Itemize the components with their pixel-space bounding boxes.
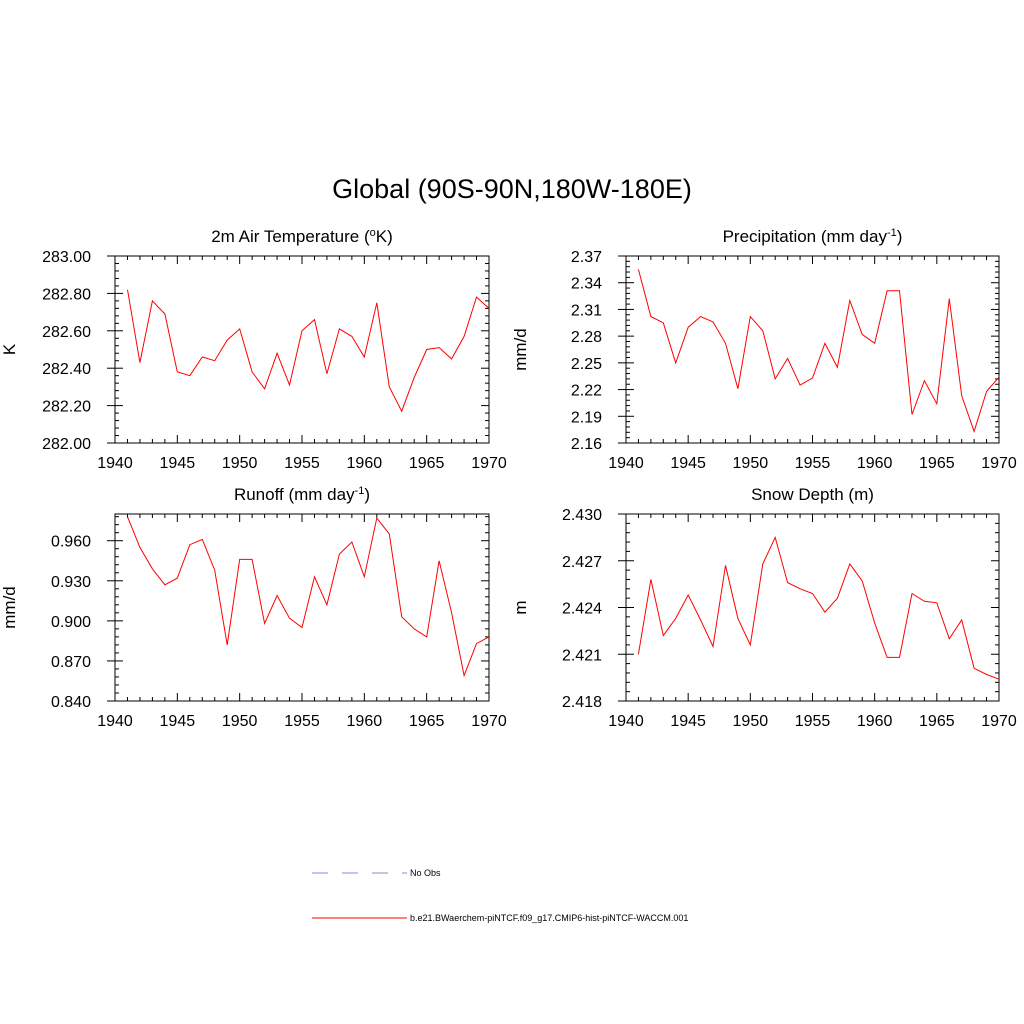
runoff-panel: 1940 1945 1950 1955 1960 1965 1970 0.840 0.870 0.…	[0, 485, 507, 730]
x-tick-label: 1945	[160, 713, 196, 730]
y-tick-label: 2.25	[571, 356, 602, 373]
y-tick-label: 0.870	[51, 654, 91, 671]
x-tick-label: 1945	[670, 713, 706, 730]
panel-title: 2m Air Temperature (oK)	[211, 227, 393, 246]
y-tick-label: 282.00	[42, 436, 91, 453]
plot-frame	[114, 255, 490, 444]
x-tick-label: 1955	[284, 713, 320, 730]
y-tick-label: 282.80	[42, 286, 91, 303]
y-tick-label: 0.960	[51, 534, 91, 551]
x-tick-label: 1955	[284, 455, 320, 472]
y-tick-label: 2.28	[571, 329, 602, 346]
y-tick-label: 2.424	[562, 601, 602, 618]
x-tick-label: 1960	[347, 455, 383, 472]
y-axis-label: K	[0, 343, 19, 355]
y-tick-label: 2.34	[571, 276, 602, 293]
y-tick-label: 0.930	[51, 574, 91, 591]
temperature-panel: 1940 1945 1950 1955 1960 1965 1970 282.00 282.20…	[0, 227, 507, 472]
x-tick-label: 1955	[795, 455, 831, 472]
y-tick-label: 2.430	[562, 507, 602, 524]
legend: No Obs b.e21.BWaerchem-piNTCF.f09_g17.CMI…	[312, 868, 688, 923]
y-tick-label: 2.16	[571, 436, 602, 453]
y-axis-label: mm/d	[511, 328, 530, 371]
precipitation-panel: 1940 1945 1950 1955 1960 1965 1970 2.16 2.19 2.22…	[511, 227, 1017, 472]
panel-title: Precipitation (mm day-1)	[723, 227, 903, 246]
y-tick-label: 282.60	[42, 324, 91, 341]
x-tick-label: 1945	[670, 455, 706, 472]
series-line	[637, 535, 1000, 680]
x-tick-label: 1965	[919, 455, 955, 472]
x-tick-label: 1945	[160, 455, 196, 472]
x-tick-label: 1940	[608, 455, 644, 472]
x-tick-label: 1940	[97, 455, 133, 472]
y-tick-label: 282.40	[42, 361, 91, 378]
snow-depth-panel: 1940 1945 1950 1955 1960 1965 1970 2.418 2.421 2.…	[511, 485, 1017, 730]
y-axis-label: mm/d	[0, 586, 19, 629]
y-tick-label: 0.840	[51, 694, 91, 711]
y-tick-label: 2.22	[571, 383, 602, 400]
x-tick-label: 1970	[471, 713, 507, 730]
x-tick-label: 1960	[857, 455, 893, 472]
x-tick-label: 1950	[222, 713, 258, 730]
x-tick-label: 1970	[471, 455, 507, 472]
x-tick-label: 1970	[981, 455, 1017, 472]
panel-title: Runoff (mm day-1)	[234, 485, 370, 504]
y-tick-label: 282.20	[42, 399, 91, 416]
y-tick-label: 283.00	[42, 249, 91, 266]
x-tick-label: 1955	[795, 713, 831, 730]
y-tick-label: 2.418	[562, 694, 602, 711]
panel-title: Snow Depth (m)	[751, 485, 874, 504]
legend-obs-label: No Obs	[410, 868, 441, 878]
y-tick-label: 2.427	[562, 554, 602, 571]
x-tick-label: 1965	[919, 713, 955, 730]
x-tick-label: 1965	[409, 713, 445, 730]
x-tick-label: 1965	[409, 455, 445, 472]
y-tick-label: 2.421	[562, 647, 602, 664]
legend-model-label: b.e21.BWaerchem-piNTCF.f09_g17.CMIP6-his…	[410, 913, 688, 923]
series-line	[127, 289, 490, 413]
x-tick-label: 1960	[347, 713, 383, 730]
y-tick-label: 2.31	[571, 302, 602, 319]
series-line	[637, 269, 1000, 433]
plot-frame	[114, 513, 490, 702]
figure-title: Global (90S-90N,180W-180E)	[332, 174, 692, 204]
x-tick-label: 1960	[857, 713, 893, 730]
series-line	[127, 516, 490, 678]
x-tick-label: 1940	[97, 713, 133, 730]
x-tick-label: 1940	[608, 713, 644, 730]
x-tick-label: 1970	[981, 713, 1017, 730]
y-tick-label: 0.900	[51, 614, 91, 631]
y-tick-label: 2.37	[571, 249, 602, 266]
y-tick-label: 2.19	[571, 409, 602, 426]
y-axis-label: m	[511, 600, 530, 614]
x-tick-label: 1950	[222, 455, 258, 472]
x-tick-label: 1950	[733, 455, 769, 472]
x-tick-label: 1950	[733, 713, 769, 730]
